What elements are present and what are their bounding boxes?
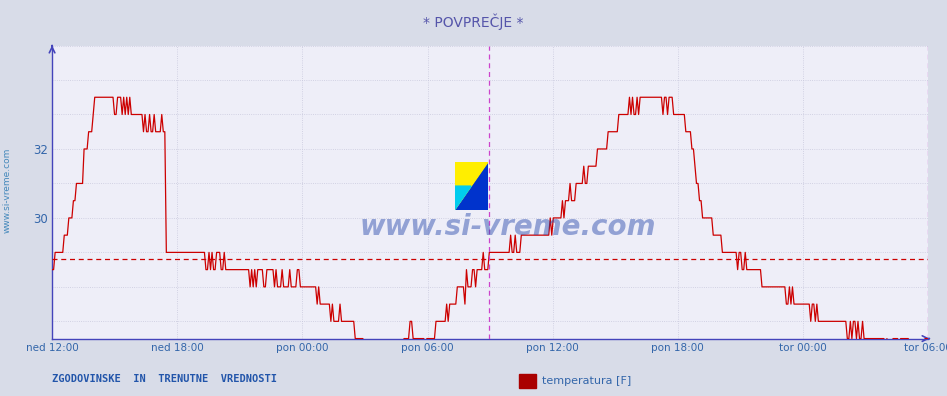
Text: temperatura [F]: temperatura [F]	[542, 376, 631, 386]
Polygon shape	[455, 162, 488, 210]
Text: www.si-vreme.com: www.si-vreme.com	[359, 213, 656, 241]
Text: www.si-vreme.com: www.si-vreme.com	[3, 147, 12, 233]
Polygon shape	[455, 162, 488, 210]
Text: ZGODOVINSKE  IN  TRENUTNE  VREDNOSTI: ZGODOVINSKE IN TRENUTNE VREDNOSTI	[52, 374, 277, 385]
Text: * POVPREČJE *: * POVPREČJE *	[423, 14, 524, 30]
Polygon shape	[455, 186, 472, 210]
